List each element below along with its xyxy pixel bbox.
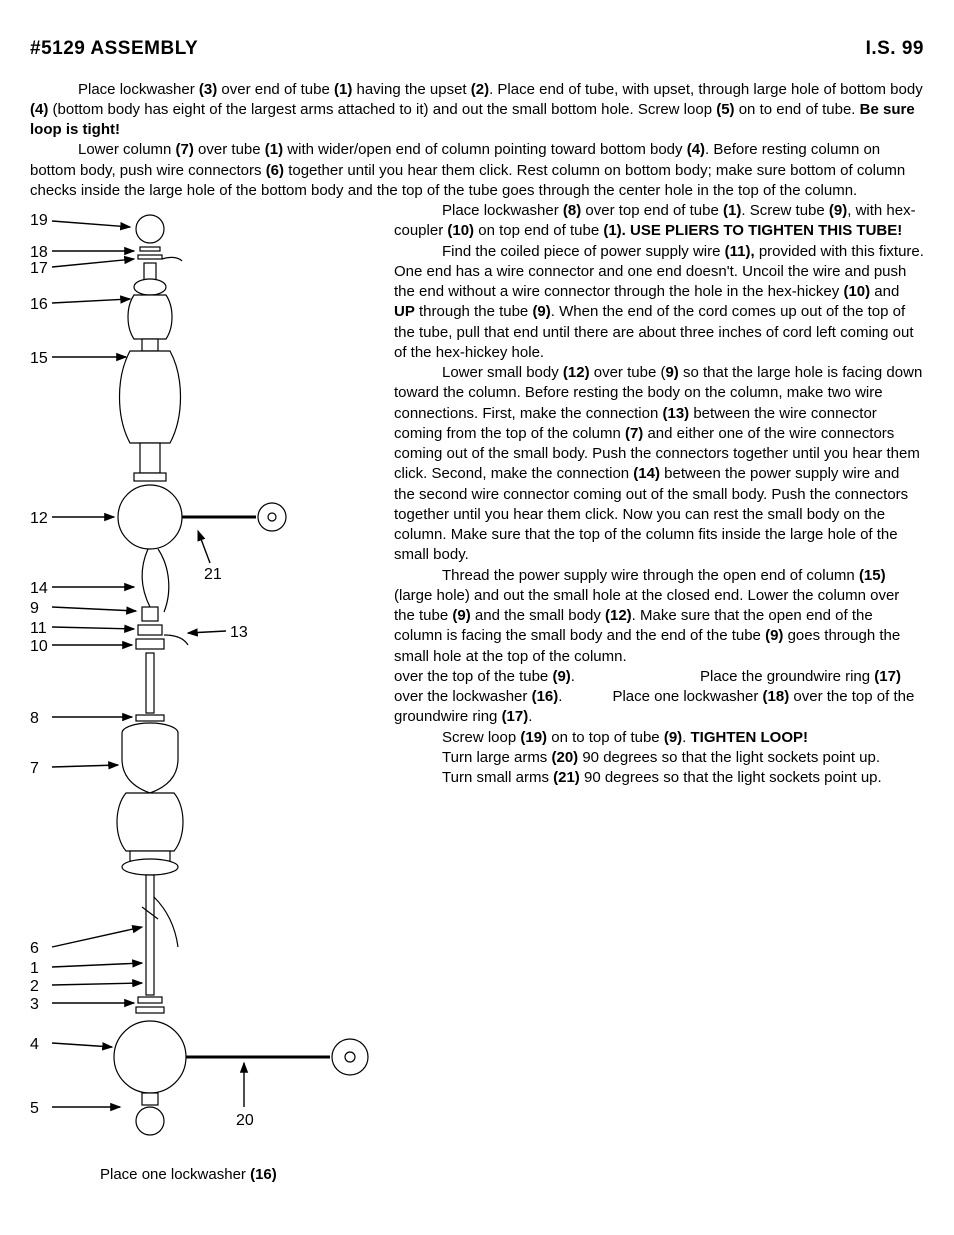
paragraph-3: Place lockwasher (8) over top end of tub… xyxy=(394,201,924,242)
paragraph-10: Turn small arms (21) 90 degrees so that … xyxy=(394,768,924,788)
label-2: 2 xyxy=(30,978,39,995)
label-9: 9 xyxy=(30,600,39,617)
label-8: 8 xyxy=(30,710,39,727)
paragraph-5: Lower small body (12) over tube (9) so t… xyxy=(394,363,924,566)
label-6: 6 xyxy=(30,940,39,957)
assembly-diagram: 19 18 17 16 15 12 21 14 9 11 13 10 8 7 6… xyxy=(30,207,382,1185)
label-15: 15 xyxy=(30,350,48,367)
label-17: 17 xyxy=(30,260,48,277)
label-3: 3 xyxy=(30,996,39,1013)
paragraph-2: Lower column (7) over tube (1) with wide… xyxy=(30,140,924,201)
label-12: 12 xyxy=(30,510,48,527)
label-4: 4 xyxy=(30,1036,39,1053)
label-1: 1 xyxy=(30,960,39,977)
paragraph-9: Turn large arms (20) 90 degrees so that … xyxy=(394,748,924,768)
label-11: 11 xyxy=(30,620,47,637)
paragraph-4: Find the coiled piece of power supply wi… xyxy=(394,242,924,364)
paragraph-8: Screw loop (19) on to top of tube (9). T… xyxy=(394,728,924,748)
diagram-caption: Place one lockwasher (16) xyxy=(30,1165,382,1185)
label-20: 20 xyxy=(236,1112,254,1129)
label-21: 21 xyxy=(204,566,222,583)
label-10: 10 xyxy=(30,638,48,655)
header-right: I.S. 99 xyxy=(866,36,924,62)
label-7: 7 xyxy=(30,760,39,777)
label-16: 16 xyxy=(30,296,48,313)
paragraph-1: Place lockwasher (3) over end of tube (1… xyxy=(30,80,924,141)
label-5: 5 xyxy=(30,1100,39,1117)
paragraph-6: Thread the power supply wire through the… xyxy=(394,566,924,667)
header-left: #5129 ASSEMBLY xyxy=(30,36,198,62)
label-19: 19 xyxy=(30,212,48,229)
paragraph-7: over the top of the tube (9). Place the … xyxy=(394,667,924,728)
label-13: 13 xyxy=(230,624,248,641)
label-14: 14 xyxy=(30,580,48,597)
instructions-column: Place lockwasher (8) over top end of tub… xyxy=(394,201,924,788)
label-18: 18 xyxy=(30,244,48,261)
